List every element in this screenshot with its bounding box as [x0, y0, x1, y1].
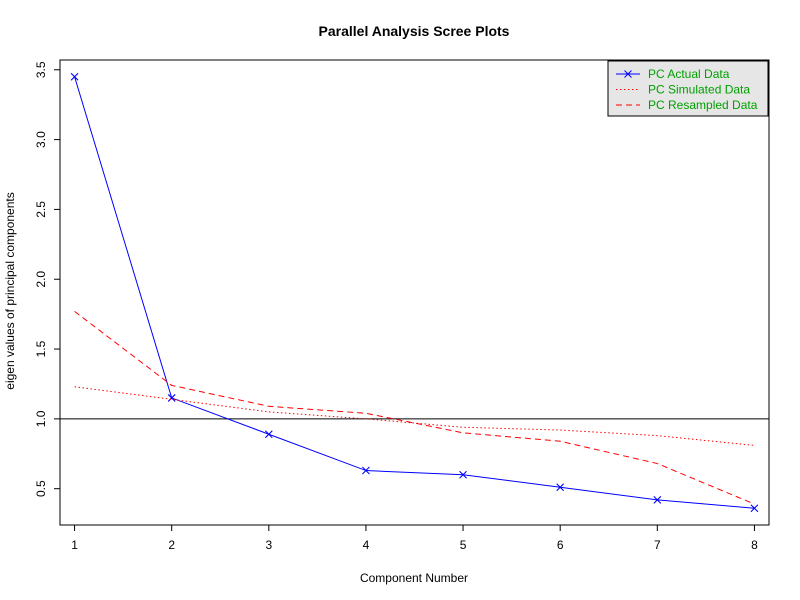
- x-tick-label: 4: [363, 538, 370, 552]
- data-point-marker: [167, 394, 176, 402]
- y-tick-label: 2.5: [34, 201, 48, 218]
- series-layer: [70, 72, 759, 513]
- y-tick-label: 0.5: [34, 480, 48, 497]
- legend-entry-1: PC Actual Data: [648, 67, 730, 81]
- x-axis: 1 2 3 4 5 6 7 8: [71, 525, 758, 552]
- series-line-1: [74, 76, 755, 509]
- x-axis-label: Component Number: [360, 571, 468, 585]
- x-tick-label: 3: [265, 538, 272, 552]
- y-axis: 0.5 1.0 1.5 2.0 2.5 3.0 3.5: [34, 61, 60, 497]
- series-line-3: [74, 310, 755, 505]
- marker-stroke: [750, 504, 759, 513]
- plot-frame: [59, 59, 770, 526]
- data-point-marker: [459, 470, 467, 479]
- legend-entry-3: PC Resampled Data: [648, 98, 758, 112]
- marker-stroke: [70, 72, 79, 81]
- marker-stroke: [167, 394, 176, 402]
- marker-stroke: [459, 470, 467, 479]
- x-tick-label: 5: [460, 538, 467, 552]
- marker-stroke: [556, 483, 565, 492]
- data-point-marker: [750, 504, 759, 513]
- marker-stroke: [264, 430, 273, 439]
- x-tick-label: 2: [168, 538, 175, 552]
- legend-marker: [624, 70, 632, 78]
- legend-box: [607, 60, 769, 117]
- y-axis-label: eigen values of principal components: [3, 192, 17, 389]
- chart-title: Parallel Analysis Scree Plots: [319, 23, 510, 39]
- series-line-2: [74, 386, 755, 446]
- y-tick-label: 3.0: [34, 131, 48, 148]
- x-tick-label: 1: [71, 538, 78, 552]
- marker-stroke: [362, 466, 370, 475]
- data-point-marker: [653, 495, 662, 504]
- y-tick-label: 1.5: [34, 340, 48, 357]
- data-point-marker: [70, 72, 79, 81]
- x-tick-label: 6: [557, 538, 564, 552]
- data-point-marker: [556, 483, 565, 492]
- x-tick-label: 7: [654, 538, 661, 552]
- x-tick-label: 8: [751, 538, 758, 552]
- y-tick-label: 1.0: [34, 410, 48, 427]
- data-point-marker: [362, 466, 370, 475]
- legend-entry-2: PC Simulated Data: [648, 83, 750, 97]
- y-tick-label: 2.0: [34, 271, 48, 288]
- data-point-marker: [264, 430, 273, 439]
- y-tick-label: 3.5: [34, 61, 48, 78]
- marker-stroke: [653, 495, 662, 504]
